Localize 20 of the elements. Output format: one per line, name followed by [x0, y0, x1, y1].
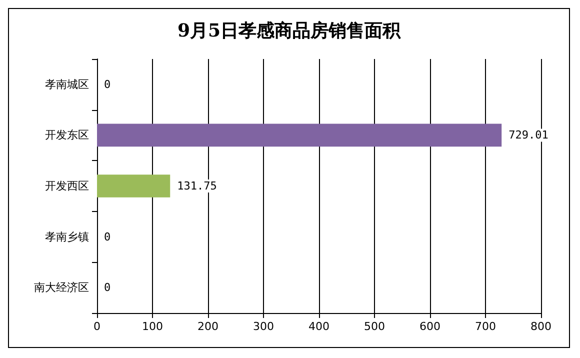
y-tick-label: 开发东区: [45, 128, 89, 142]
y-tick-label: 孝南城区: [45, 78, 89, 91]
x-tick-label: 600: [420, 320, 440, 333]
x-tick-label: 800: [530, 320, 552, 333]
y-tick-label: 开发西区: [45, 180, 89, 192]
data-label: 131.75: [177, 180, 217, 192]
x-tick-label: 200: [198, 320, 218, 333]
x-tick-label: 700: [475, 320, 496, 333]
x-tick-label: 300: [253, 320, 274, 333]
data-label: 0: [104, 230, 111, 244]
x-tick-label: 400: [308, 320, 330, 333]
chart-title: 9月5日孝感商品房销售面积: [177, 20, 402, 42]
data-label: 0: [104, 281, 111, 294]
x-tick-label: 0: [94, 320, 100, 333]
y-tick-label: 南大经济区: [34, 281, 89, 294]
data-label: 0: [104, 78, 111, 91]
y-tick-label: 孝南乡镇: [45, 230, 89, 244]
data-label: 729.01: [508, 128, 548, 142]
x-tick-label: 100: [142, 320, 163, 333]
x-tick-label: 500: [364, 320, 385, 333]
